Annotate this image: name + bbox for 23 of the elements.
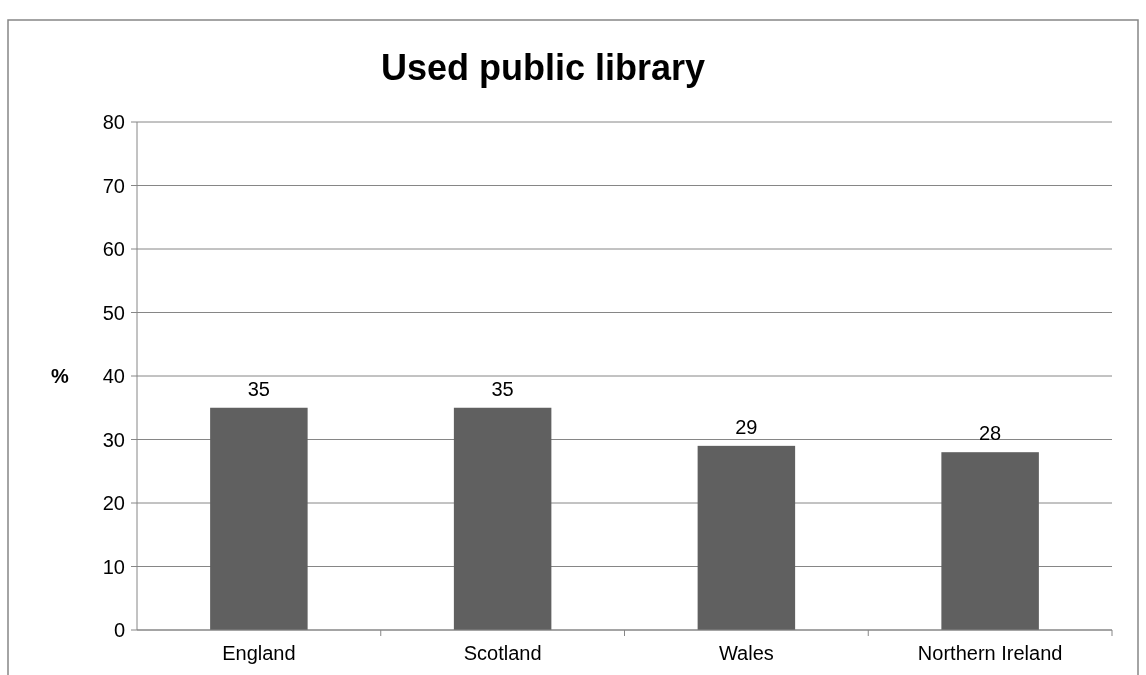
data-label: 29	[735, 415, 758, 438]
data-label: 35	[491, 377, 514, 400]
bar	[697, 445, 796, 630]
x-tick-label: Wales	[718, 642, 774, 664]
y-tick-label: 40	[102, 365, 125, 387]
y-axis-title: %	[51, 365, 70, 387]
chart-title: Used public library	[380, 47, 706, 88]
bar	[453, 407, 552, 630]
y-tick-label: 70	[102, 174, 125, 197]
y-tick-label: 20	[102, 492, 125, 514]
y-tick-label: 60	[102, 238, 125, 260]
data-label: 28	[979, 422, 1002, 445]
y-tick-label: 80	[102, 111, 125, 133]
x-tick-label: Scotland	[463, 642, 542, 664]
bar	[941, 452, 1039, 630]
data-label: 35	[247, 377, 270, 400]
x-tick-label: England	[222, 642, 296, 664]
y-tick-label: 30	[102, 428, 125, 451]
y-tick-label: 0	[113, 619, 125, 641]
x-tick-label: Northern Ireland	[917, 642, 1063, 664]
bar	[210, 407, 308, 630]
y-tick-label: 10	[102, 555, 125, 578]
y-tick-label: 50	[102, 301, 125, 324]
